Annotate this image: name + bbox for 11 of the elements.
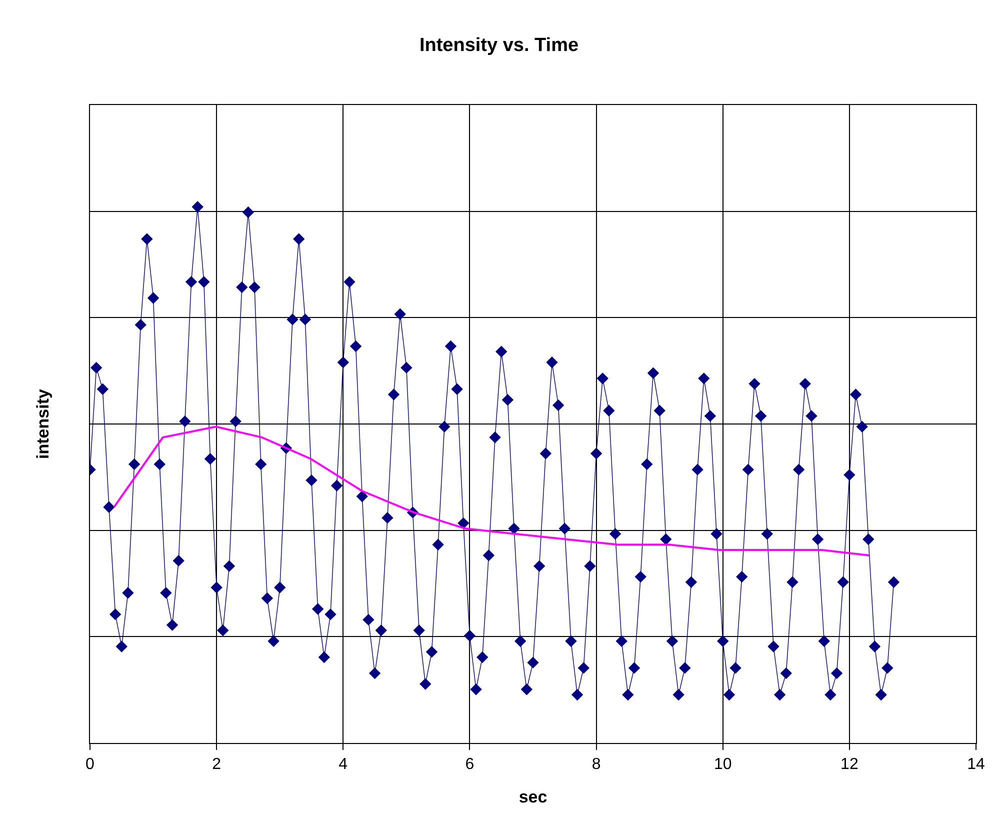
y-axis-title: intensity bbox=[34, 388, 53, 459]
x-tick-label: 10 bbox=[714, 756, 732, 774]
x-tick-label: 2 bbox=[212, 756, 222, 774]
x-tick-label: 6 bbox=[465, 756, 474, 774]
x-tick-label: 14 bbox=[967, 756, 985, 774]
x-tick-label: 12 bbox=[840, 756, 858, 774]
x-tick-label: 8 bbox=[592, 756, 601, 774]
x-axis-title: sec bbox=[518, 788, 548, 807]
x-tick-label: 0 bbox=[86, 756, 95, 774]
chart-title: Intensity vs. Time bbox=[419, 34, 579, 56]
x-tick-label: 4 bbox=[338, 756, 348, 774]
